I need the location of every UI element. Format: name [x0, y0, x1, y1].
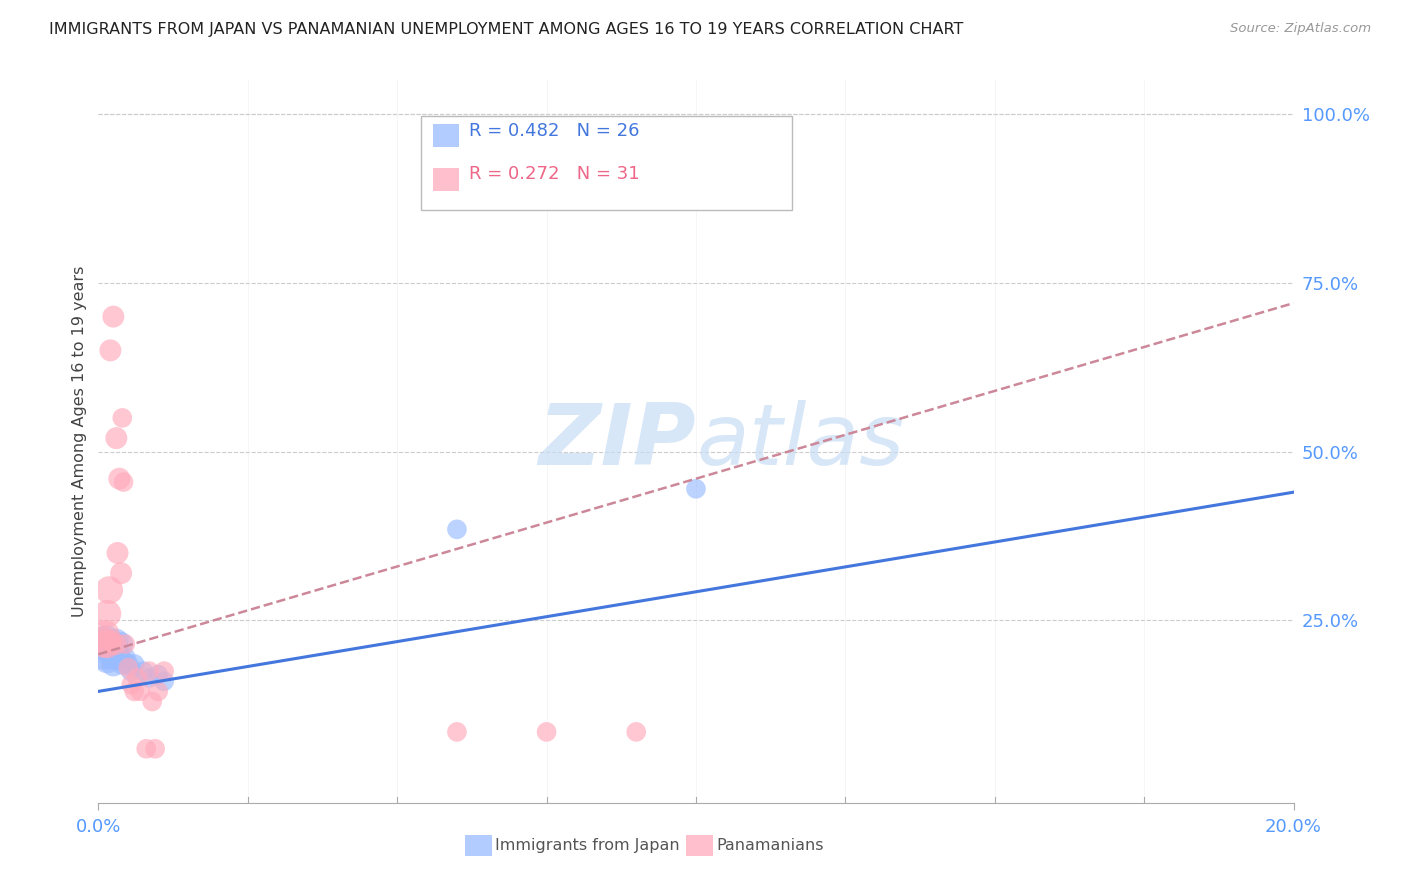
Point — [153, 664, 176, 678]
Point — [103, 650, 125, 665]
Point — [110, 566, 132, 581]
Point — [100, 633, 122, 648]
Point — [94, 633, 117, 648]
Point — [98, 343, 122, 358]
Point — [117, 661, 139, 675]
Point — [94, 627, 117, 641]
Point — [536, 725, 558, 739]
Point — [98, 583, 121, 598]
Point — [111, 411, 134, 425]
Bar — [686, 835, 713, 855]
Text: Panamanians: Panamanians — [716, 838, 824, 853]
Point — [135, 741, 157, 756]
Point — [107, 647, 129, 661]
Point — [132, 664, 155, 678]
Point — [105, 633, 128, 648]
Point — [141, 694, 163, 708]
Point — [96, 637, 118, 651]
Text: IMMIGRANTS FROM JAPAN VS PANAMANIAN UNEMPLOYMENT AMONG AGES 16 TO 19 YEARS CORRE: IMMIGRANTS FROM JAPAN VS PANAMANIAN UNEM… — [49, 22, 963, 37]
Point — [96, 607, 118, 621]
Point — [103, 310, 125, 324]
Point — [626, 725, 648, 739]
Point — [110, 637, 132, 651]
Point — [96, 637, 118, 651]
Point — [105, 431, 128, 445]
Point — [98, 640, 121, 655]
Bar — [433, 124, 460, 147]
Point — [138, 664, 160, 678]
Point — [114, 637, 136, 651]
Point — [91, 633, 114, 648]
Point — [446, 522, 468, 536]
Point — [148, 667, 170, 681]
Point — [104, 650, 127, 665]
Point — [93, 647, 115, 661]
Point — [685, 482, 707, 496]
Y-axis label: Unemployment Among Ages 16 to 19 years: Unemployment Among Ages 16 to 19 years — [72, 266, 87, 617]
Point — [112, 475, 135, 489]
Point — [148, 684, 170, 698]
Text: Source: ZipAtlas.com: Source: ZipAtlas.com — [1230, 22, 1371, 36]
FancyBboxPatch shape — [422, 117, 792, 211]
Bar — [465, 835, 492, 855]
Text: atlas: atlas — [696, 400, 904, 483]
Text: R = 0.482   N = 26: R = 0.482 N = 26 — [470, 122, 640, 140]
Text: ZIP: ZIP — [538, 400, 696, 483]
Point — [91, 637, 114, 651]
Point — [114, 650, 136, 665]
Point — [107, 546, 129, 560]
Point — [120, 678, 142, 692]
Point — [127, 671, 149, 685]
Point — [93, 637, 115, 651]
Point — [117, 657, 139, 672]
Point — [138, 671, 160, 685]
Bar — [433, 168, 460, 191]
Point — [124, 684, 146, 698]
Point — [108, 472, 131, 486]
Point — [446, 725, 468, 739]
Point — [98, 647, 122, 661]
Point — [100, 637, 122, 651]
Point — [96, 650, 118, 665]
Text: R = 0.272   N = 31: R = 0.272 N = 31 — [470, 165, 640, 183]
Point — [124, 657, 146, 672]
Point — [143, 741, 166, 756]
Point — [108, 650, 131, 665]
Point — [104, 637, 127, 651]
Text: Immigrants from Japan: Immigrants from Japan — [495, 838, 681, 853]
Point — [103, 657, 125, 672]
Point — [120, 664, 142, 678]
Point — [153, 674, 176, 689]
Point — [129, 684, 152, 698]
Point — [111, 657, 134, 672]
